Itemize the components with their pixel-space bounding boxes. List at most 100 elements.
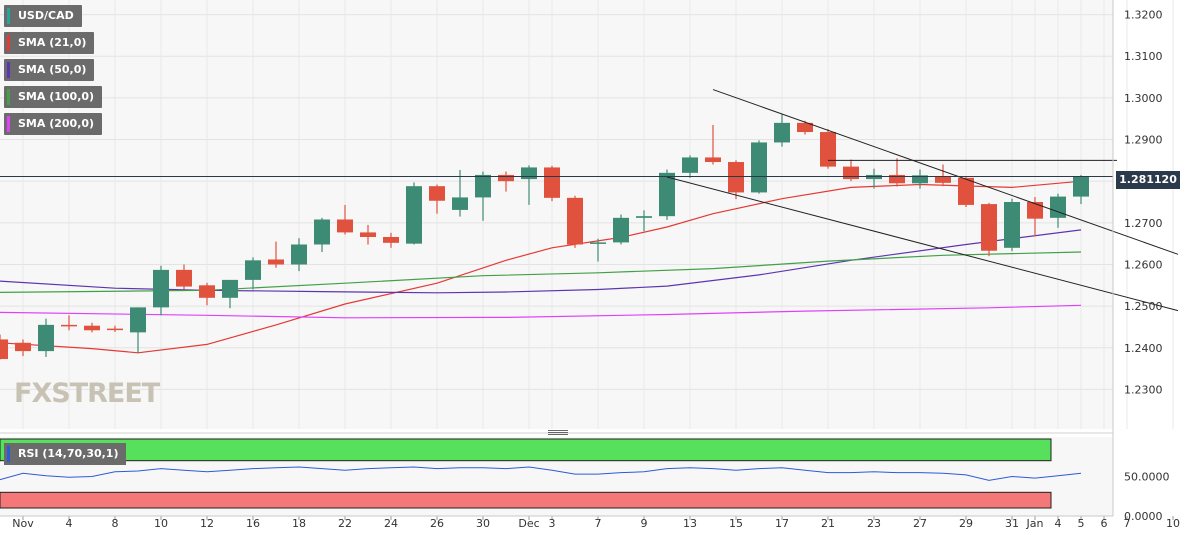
candle (728, 160, 744, 200)
x-tick-label: 6 (1101, 517, 1108, 530)
candle (360, 224, 376, 245)
candle (521, 165, 537, 205)
candle (61, 315, 77, 331)
candle (659, 169, 675, 220)
x-tick-label: 16 (246, 517, 260, 530)
candle (268, 241, 284, 268)
candle (429, 184, 445, 214)
x-tick-label: Nov (12, 517, 34, 530)
candle (498, 171, 514, 192)
legend-label: SMA (21,0) (18, 36, 87, 49)
price-tick-label: 1.2500 (1124, 300, 1163, 313)
x-tick-label: 31 (1005, 517, 1019, 530)
candle (682, 155, 698, 178)
x-tick-label: 4 (1055, 517, 1062, 530)
x-tick-label: Jan (1026, 517, 1044, 530)
candle (935, 164, 951, 187)
x-tick-label: 9 (641, 517, 648, 530)
rsi-legend-swatch (7, 446, 10, 462)
sma-line-4 (0, 304, 1082, 319)
price-tick-label: 1.2900 (1124, 134, 1163, 147)
rsi-legend-label[interactable]: RSI (14,70,30,1) (4, 443, 127, 465)
x-tick-label: 27 (913, 517, 927, 530)
legend-item-3[interactable]: SMA (50,0) (4, 59, 95, 81)
x-tick-label: Dec (518, 517, 539, 530)
candle (820, 129, 836, 169)
candle (383, 232, 399, 248)
price-tick-label: 1.2300 (1124, 383, 1163, 396)
candle (889, 158, 905, 187)
x-tick-label: 4 (66, 517, 73, 530)
rsi-oversold-zone (0, 491, 1052, 509)
legend-label: USD/CAD (18, 9, 74, 22)
x-tick-label: 10 (1166, 517, 1180, 530)
x-tick-label: 30 (476, 517, 490, 530)
candle (337, 204, 353, 235)
candle (958, 176, 974, 208)
x-tick-label: 29 (959, 517, 973, 530)
x-tick-label: 18 (292, 517, 306, 530)
x-tick-label: 21 (821, 517, 835, 530)
candle (291, 238, 307, 272)
candle (1050, 193, 1066, 228)
price-panel (0, 0, 1113, 429)
legend-swatch (7, 8, 10, 24)
legend-item-2[interactable]: SMA (21,0) (4, 32, 95, 54)
candle (406, 182, 422, 245)
rsi-overbought-zone (0, 438, 1052, 462)
x-tick-label: 13 (683, 517, 697, 530)
candle (912, 169, 928, 189)
trendline-2[interactable] (666, 176, 1179, 312)
candle (84, 322, 100, 333)
rsi-line (0, 466, 1082, 481)
price-tick-label: 1.2700 (1124, 217, 1163, 230)
candle (1073, 174, 1089, 205)
candle (222, 279, 238, 309)
candle (0, 334, 8, 360)
x-tick-label: 3 (549, 517, 556, 530)
x-tick-label: 24 (384, 517, 398, 530)
x-tick-label: 23 (867, 517, 881, 530)
price-tick-label: 1.2600 (1124, 258, 1163, 271)
trendline-1[interactable] (712, 89, 1179, 255)
x-tick-label: 5 (1078, 517, 1085, 530)
candle (613, 214, 629, 245)
x-tick-label: 7 (595, 517, 602, 530)
candle (774, 114, 790, 147)
panel-resize-handle[interactable] (548, 430, 568, 436)
legend-item-4[interactable]: SMA (100,0) (4, 86, 103, 108)
price-tick-label: 1.2400 (1124, 342, 1163, 355)
candle (797, 120, 813, 135)
candle (475, 171, 491, 221)
legend-label: SMA (50,0) (18, 63, 87, 76)
legend-swatch (7, 35, 10, 51)
candle (38, 318, 54, 357)
last-price-tag: 1.281120 (1116, 171, 1180, 189)
candle (107, 325, 123, 332)
rsi-legend-text: RSI (14,70,30,1) (18, 447, 119, 460)
candle (1004, 198, 1020, 252)
candle (567, 195, 583, 248)
legend-item-5[interactable]: SMA (200,0) (4, 113, 103, 135)
x-tick-label: 15 (729, 517, 743, 530)
candle (636, 210, 652, 232)
price-tick-label: 1.3200 (1124, 9, 1163, 22)
candle (199, 282, 215, 306)
x-tick-label: 22 (338, 517, 352, 530)
x-tick-label: 26 (430, 517, 444, 530)
x-tick-label: 17 (775, 517, 789, 530)
candle (153, 265, 169, 316)
candle (314, 217, 330, 252)
candle (705, 124, 721, 165)
legend-label: SMA (200,0) (18, 117, 95, 130)
legend-item-1[interactable]: USD/CAD (4, 5, 82, 27)
candle (981, 202, 997, 257)
fxstreet-watermark: FXSTREET (14, 378, 160, 409)
candle (751, 140, 767, 194)
candle (452, 169, 468, 217)
x-tick-label: 7 (1124, 517, 1131, 530)
legend-label: SMA (100,0) (18, 90, 95, 103)
candle (590, 238, 606, 262)
candle (843, 159, 859, 182)
